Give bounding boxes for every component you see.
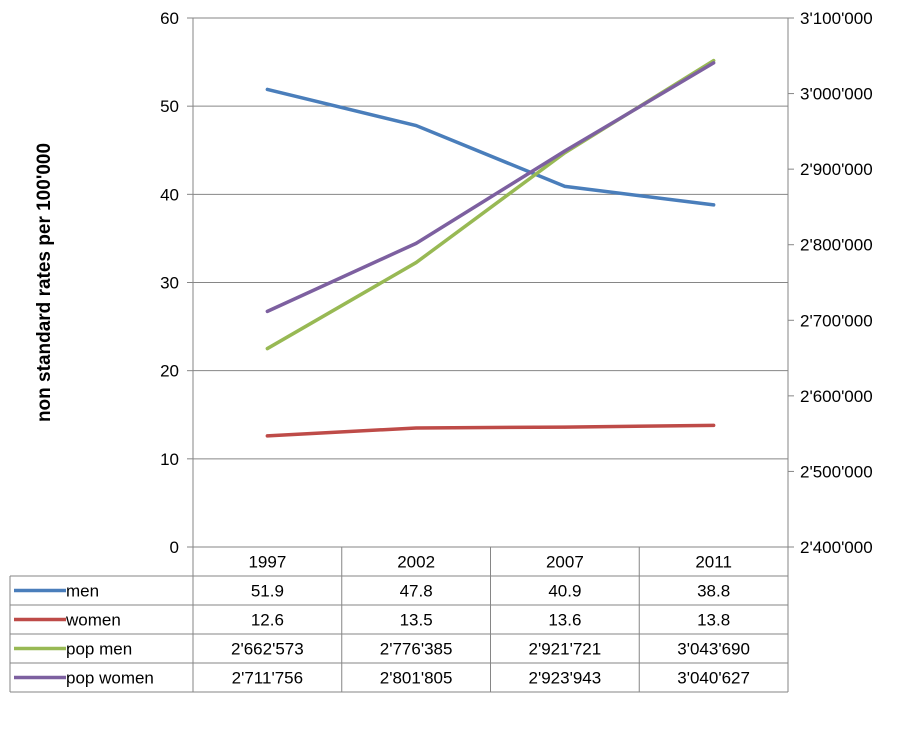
y2-tick-label: 2'500'000	[800, 462, 873, 481]
data-label: 3'040'627	[677, 669, 750, 688]
data-point-men	[414, 124, 418, 128]
data-label: 2'711'756	[232, 669, 303, 688]
data-point-women	[265, 434, 269, 438]
x-category-label: 2002	[397, 553, 435, 572]
y-tick-label: 40	[160, 185, 179, 204]
data-point-pop-women	[563, 149, 567, 153]
data-point-pop-women	[712, 61, 716, 65]
data-label: 2'923'943	[529, 669, 602, 688]
y-tick-label: 30	[160, 274, 179, 293]
legend-label: men	[66, 582, 99, 601]
data-point-women	[712, 423, 716, 427]
data-point-pop-men	[265, 347, 269, 351]
series-line-pop-women	[265, 61, 716, 314]
y2-tick-label: 2'800'000	[800, 236, 873, 255]
y2-tick-label: 3'100'000	[800, 9, 873, 28]
data-label: 3'043'690	[677, 640, 750, 659]
data-label: 51.9	[251, 582, 284, 601]
data-point-men	[712, 203, 716, 207]
series-line-men	[265, 87, 716, 207]
series-line-women	[265, 423, 716, 438]
data-label: 13.5	[400, 611, 433, 630]
data-label: 13.6	[548, 611, 581, 630]
y2-tick-label: 2'400'000	[800, 538, 873, 557]
data-label: 2'921'721	[529, 640, 602, 659]
data-point-pop-men	[414, 261, 418, 265]
y-tick-label: 0	[170, 538, 179, 557]
legend-label: pop men	[66, 640, 132, 659]
x-category-label: 1997	[248, 553, 286, 572]
y-tick-label: 20	[160, 362, 179, 381]
data-label: 12.6	[251, 611, 284, 630]
data-label: 2'662'573	[231, 640, 304, 659]
y2-tick-label: 3'000'000	[800, 85, 873, 104]
data-point-pop-women	[414, 241, 418, 245]
x-category-label: 2011	[695, 553, 732, 572]
legend-label: women	[65, 611, 121, 630]
y-tick-label: 60	[160, 9, 179, 28]
data-label: 38.8	[697, 582, 730, 601]
y-tick-label: 10	[160, 450, 179, 469]
data-point-men	[563, 184, 567, 188]
data-label: 2'801'805	[380, 669, 453, 688]
y2-tick-label: 2'600'000	[800, 387, 873, 406]
data-label: 47.8	[400, 582, 433, 601]
data-point-pop-women	[265, 309, 269, 313]
y-axis-title: non standard rates per 100'000	[34, 143, 55, 422]
x-category-label: 2007	[546, 553, 584, 572]
data-point-women	[563, 425, 567, 429]
legend-label: pop women	[66, 669, 154, 688]
y2-tick-label: 2'900'000	[800, 160, 873, 179]
data-label: 40.9	[548, 582, 581, 601]
y2-tick-label: 2'700'000	[800, 311, 873, 330]
data-point-women	[414, 426, 418, 430]
data-label: 13.8	[697, 611, 730, 630]
data-label: 2'776'385	[380, 640, 453, 659]
data-point-men	[265, 87, 269, 91]
y-tick-label: 50	[160, 97, 179, 116]
